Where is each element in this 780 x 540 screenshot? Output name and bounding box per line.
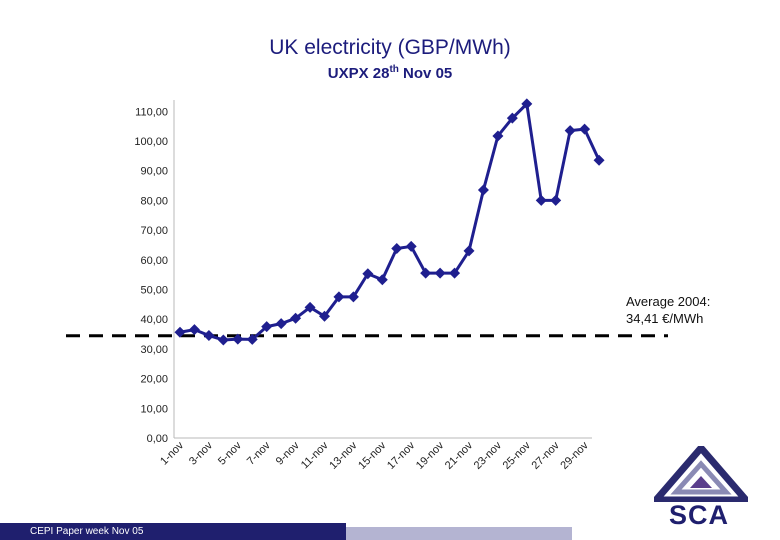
series-group	[174, 98, 605, 346]
average-annotation: Average 2004: 34,41 €/MWh	[626, 293, 710, 327]
x-tick-label: 15-nov	[356, 439, 389, 472]
footer-bar-light	[346, 527, 572, 540]
x-tick-label: 23-nov	[472, 439, 505, 472]
y-tick-label: 50,00	[140, 285, 168, 297]
logo-inner-triangle	[670, 460, 732, 495]
footer-text: CEPI Paper week Nov 05	[30, 526, 144, 537]
data-point-marker	[362, 268, 374, 280]
average-annotation-line1: Average 2004:	[626, 294, 711, 309]
x-tick-label: 9-nov	[274, 439, 302, 467]
data-point-marker	[333, 291, 345, 303]
y-tick-label: 110,00	[135, 106, 168, 118]
y-tick-label: 30,00	[140, 344, 168, 356]
x-tick-label: 7-nov	[245, 439, 273, 467]
data-point-marker	[434, 267, 446, 279]
x-tick-label: 5-nov	[216, 439, 244, 467]
data-point-marker	[550, 194, 562, 206]
data-point-marker	[391, 243, 403, 255]
subtitle-suffix: Nov 05	[398, 65, 453, 82]
y-tick-label: 40,00	[140, 314, 168, 326]
subtitle-prefix: UXPX 28	[327, 65, 390, 82]
x-tick-label: 29-nov	[558, 439, 591, 472]
logo-outer-triangle	[654, 446, 748, 502]
data-point-marker	[463, 245, 475, 257]
data-point-marker	[275, 318, 287, 330]
data-point-marker	[521, 98, 533, 110]
footer-bar-dark	[0, 523, 346, 540]
data-point-marker	[217, 334, 229, 346]
y-tick-label: 60,00	[140, 255, 168, 267]
data-point-marker	[506, 112, 518, 124]
x-tick-label: 3-nov	[187, 439, 215, 467]
data-point-marker	[188, 324, 200, 336]
x-tick-label: 11-nov	[299, 439, 331, 471]
y-tick-labels: 0,00 10,00 20,00 30,00 40,00 50,00 60,00 70,00 8…	[134, 106, 168, 445]
data-point-marker	[579, 123, 591, 135]
x-tick-label: 21-nov	[443, 439, 476, 472]
data-point-marker	[449, 267, 461, 279]
data-point-marker	[564, 125, 576, 137]
chart-subtitle: UXPX 28th Nov 05	[0, 64, 780, 82]
series-line	[179, 102, 601, 342]
data-point-marker	[477, 184, 489, 196]
data-point-marker	[246, 333, 258, 345]
data-point-marker	[203, 330, 215, 342]
subtitle-superscript: th	[389, 64, 399, 75]
data-point-marker	[420, 267, 432, 279]
y-tick-label: 70,00	[140, 225, 168, 237]
x-tick-label: 17-nov	[385, 439, 418, 472]
x-tick-label: 19-nov	[414, 439, 447, 472]
logo-text: SCA	[668, 500, 729, 530]
data-point-marker	[535, 194, 547, 206]
chart-title: UK electricity (GBP/MWh)	[269, 36, 511, 59]
y-tick-label: 80,00	[140, 195, 168, 207]
data-point-marker	[174, 326, 186, 338]
y-tick-label: 100,00	[134, 136, 168, 148]
average-annotation-line2: 34,41 €/MWh	[626, 311, 704, 326]
data-point-marker	[304, 301, 316, 313]
data-point-marker	[376, 274, 388, 286]
data-point-marker	[290, 312, 302, 324]
x-tick-label: 13-nov	[327, 439, 360, 472]
data-point-marker	[347, 291, 359, 303]
logo-accent-triangle	[690, 476, 712, 488]
data-point-marker	[232, 333, 244, 345]
data-point-marker	[319, 310, 330, 322]
x-tick-label: 27-nov	[530, 439, 563, 472]
y-tick-label: 0,00	[147, 433, 168, 445]
data-point-marker	[492, 130, 504, 142]
data-point-marker	[405, 240, 417, 252]
sca-logo-icon	[654, 446, 748, 502]
x-tick-labels: 1-nov 3-nov 5-nov 7-nov 9-nov11-nov13-nov15-…	[158, 439, 591, 472]
data-point-marker	[593, 154, 605, 166]
y-tick-label: 90,00	[140, 166, 168, 178]
x-tick-label: 25-nov	[501, 439, 534, 472]
data-point-marker	[261, 321, 273, 333]
y-tick-label: 10,00	[140, 403, 168, 415]
y-tick-label: 20,00	[140, 374, 168, 386]
